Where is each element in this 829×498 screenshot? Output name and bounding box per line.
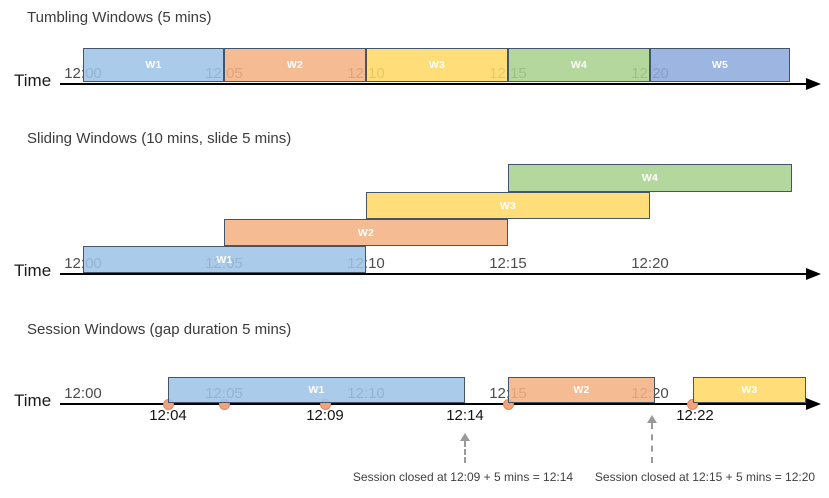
window-box: W4 (508, 48, 650, 82)
event-time-label: 12:22 (676, 407, 714, 424)
window-label: W2 (286, 59, 304, 71)
window-label: W4 (641, 172, 659, 184)
window-label: W2 (357, 226, 375, 239)
callout-text: Session closed at 12:15 + 5 mins = 12:20 (594, 470, 816, 484)
window-label: W4 (570, 59, 588, 71)
window-box: W3 (693, 377, 806, 403)
callout-text: Session closed at 12:09 + 5 mins = 12:14 (352, 470, 574, 484)
window-label: W5 (711, 59, 729, 71)
sliding-section-title: Sliding Windows (10 mins, slide 5 mins) (27, 130, 292, 147)
window-box: W5 (650, 48, 790, 82)
window-box: W2 (224, 219, 508, 246)
tumbling-section-title: Tumbling Windows (5 mins) (27, 9, 212, 26)
axis-tick-label: 12:20 (631, 255, 669, 272)
time-axis-label: Time (14, 391, 52, 410)
callout-arrow-icon (464, 441, 466, 463)
window-label: W1 (308, 384, 325, 396)
callout-arrow-icon (651, 423, 653, 463)
window-label: W1 (216, 253, 233, 266)
timeline-arrow-icon (806, 78, 821, 90)
window-box: W2 (508, 377, 655, 403)
timeline (60, 83, 808, 85)
timeline (60, 273, 808, 275)
time-axis-label: Time (14, 261, 52, 280)
timeline-arrow-icon (806, 398, 821, 410)
window-box: W1 (83, 246, 366, 273)
axis-tick-label: 12:15 (489, 255, 527, 272)
window-label: W3 (499, 199, 517, 212)
timeline-arrow-icon (806, 268, 821, 280)
window-label: W3 (741, 384, 758, 396)
window-box: W3 (366, 192, 650, 219)
callout-arrowhead-icon (460, 433, 470, 441)
event-time-label: 12:04 (149, 407, 187, 424)
window-box: W3 (366, 48, 508, 82)
event-time-label: 12:09 (306, 407, 344, 424)
callout-arrowhead-icon (647, 415, 657, 423)
axis-tick-label: 12:00 (64, 385, 102, 402)
window-label: W3 (428, 59, 446, 71)
window-box: W2 (224, 48, 366, 82)
event-time-label: 12:14 (446, 407, 484, 424)
timeline (60, 403, 808, 405)
session-section-title: Session Windows (gap duration 5 mins) (27, 321, 292, 338)
window-label: W2 (573, 384, 590, 396)
window-box: W4 (508, 164, 792, 192)
window-box: W1 (168, 377, 465, 403)
window-label: W1 (145, 59, 162, 71)
window-box: W1 (83, 48, 224, 82)
time-axis-label: Time (14, 71, 52, 90)
event-dot-icon (686, 398, 698, 410)
